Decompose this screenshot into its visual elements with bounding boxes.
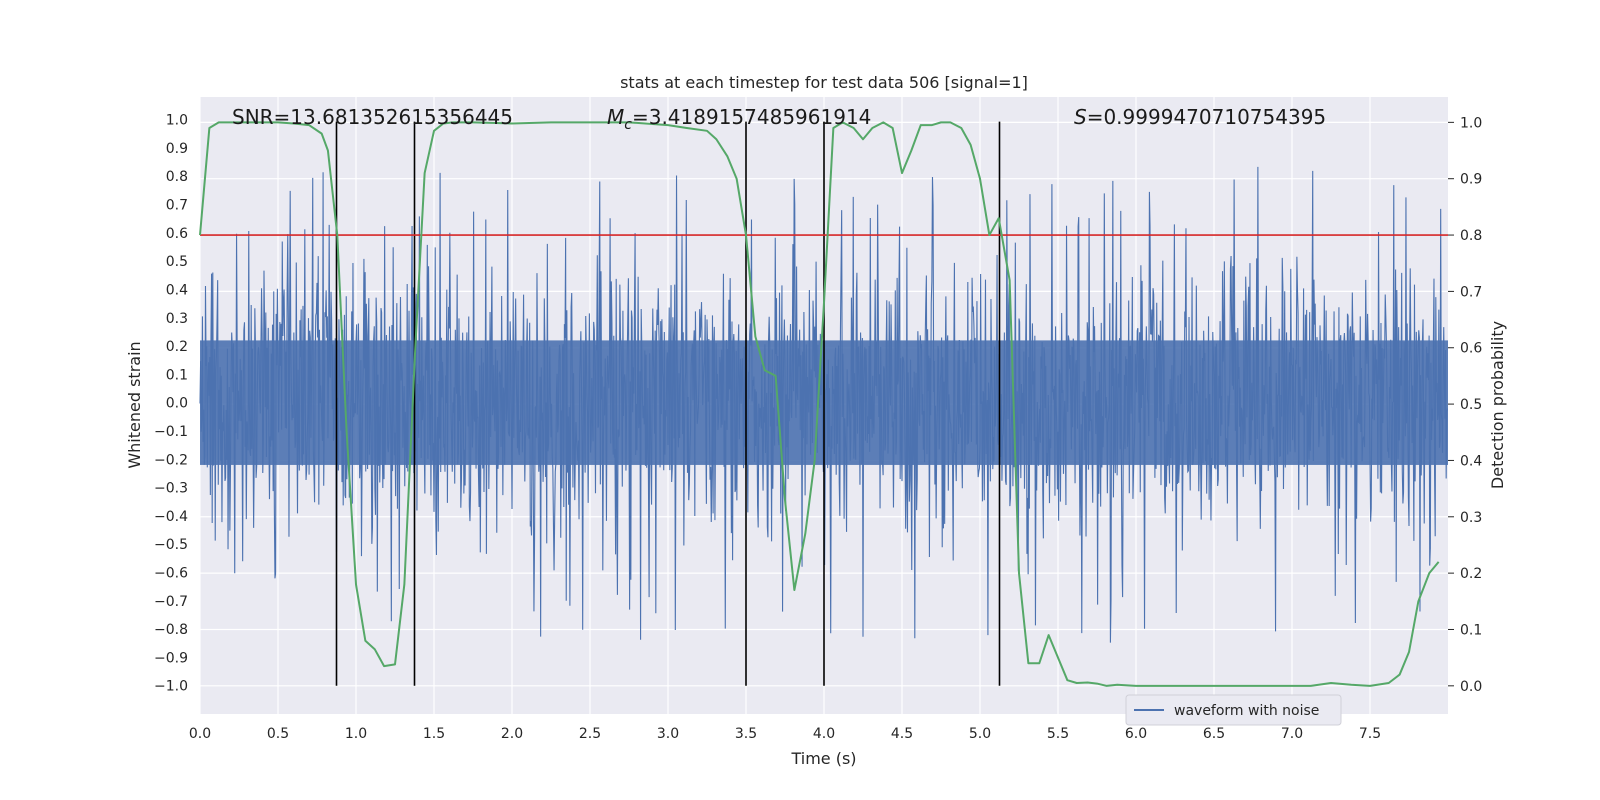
- x-tick-label: 0.0: [189, 726, 211, 742]
- x-tick-label: 3.5: [735, 726, 757, 742]
- tick-labels: 0.0 0.5 1.0 1.5 2.0 2.5 3.0 3.5 4.0 4.5 5.0 5.5 6.0 6…: [154, 113, 1482, 742]
- y-left-tick-label: −0.2: [154, 452, 188, 468]
- x-tick-label: 4.0: [813, 726, 835, 742]
- score-symbol: S: [1074, 105, 1087, 129]
- chirp-mass-symbol: M: [607, 105, 624, 129]
- y-right-tick-label: 1.0: [1460, 115, 1482, 131]
- chirp-mass-value: =3.4189157485961914: [632, 105, 871, 129]
- x-tick-label: 7.5: [1359, 726, 1381, 742]
- snr-annotation: SNR=13.681352615356445: [232, 105, 513, 129]
- y-left-tick-label: 0.5: [166, 254, 188, 270]
- x-tick-label: 2.0: [501, 726, 523, 742]
- vertical-markers: [335, 121, 1001, 686]
- chart-title: stats at each timestep for test data 506…: [620, 73, 1028, 92]
- y-left-tick-label: −0.3: [154, 481, 188, 497]
- x-tick-label: 4.5: [891, 726, 913, 742]
- legend-label: waveform with noise: [1174, 703, 1319, 719]
- y-left-tick-label: −0.6: [154, 565, 188, 581]
- detection-probability-series: [199, 121, 1440, 687]
- y-right-tick-label: 0.5: [1460, 397, 1482, 413]
- x-tick-label: 1.5: [423, 726, 445, 742]
- y-left-tick-label: 0.6: [166, 226, 188, 242]
- y-left-tick-label: −0.7: [154, 594, 188, 610]
- legend-box: [1125, 694, 1342, 726]
- legend: waveform with noise: [1125, 694, 1342, 726]
- y-left-tick-label: −0.9: [154, 650, 188, 666]
- x-tick-label: 5.0: [969, 726, 991, 742]
- y-left-tick-label: 0.7: [166, 198, 188, 214]
- x-tick-label: 5.5: [1047, 726, 1069, 742]
- y-right-tick-label: 0.1: [1460, 622, 1482, 638]
- x-tick-label: 6.5: [1203, 726, 1225, 742]
- x-tick-label: 6.0: [1125, 726, 1147, 742]
- y-left-tick-label: −0.1: [154, 424, 188, 440]
- y-right-tick-label: 0.3: [1460, 510, 1482, 526]
- y-right-tick-label: 0.6: [1460, 341, 1482, 357]
- y-right-tick-label: 0.0: [1460, 679, 1482, 695]
- x-tick-label: 3.0: [657, 726, 679, 742]
- y-left-tick-label: 0.8: [166, 169, 188, 185]
- y-right-tick-label: 0.9: [1460, 172, 1482, 188]
- chirp-mass-annotation: Mc=3.4189157485961914: [607, 105, 871, 133]
- y-left-tick-label: −0.4: [154, 509, 188, 525]
- y-left-tick-label: −0.5: [154, 537, 188, 553]
- y-axis-left-label: Whitened strain: [125, 341, 144, 468]
- y-left-tick-label: 0.0: [166, 396, 188, 412]
- y-right-tick-label: 0.2: [1460, 566, 1482, 582]
- y-left-tick-label: −1.0: [154, 679, 188, 695]
- y-left-tick-label: 0.9: [166, 141, 188, 157]
- y-left-tick-label: 0.4: [166, 282, 188, 298]
- score-value: =0.9999470710754395: [1087, 105, 1326, 129]
- x-tick-label: 1.0: [345, 726, 367, 742]
- y-left-tick-label: 1.0: [166, 113, 188, 129]
- x-tick-label: 2.5: [579, 726, 601, 742]
- x-axis-label: Time (s): [790, 749, 856, 768]
- y-right-tick-label: 0.7: [1460, 284, 1482, 300]
- y-axis-right-label: Detection probability: [1488, 321, 1507, 489]
- y-left-tick-label: 0.2: [166, 339, 188, 355]
- y-left-tick-label: 0.1: [166, 367, 188, 383]
- x-tick-label: 7.0: [1281, 726, 1303, 742]
- y-right-tick-label: 0.8: [1460, 228, 1482, 244]
- x-tick-label: 0.5: [267, 726, 289, 742]
- score-annotation: S=0.9999470710754395: [1074, 105, 1326, 129]
- y-left-tick-label: −0.8: [154, 622, 188, 638]
- detection-probability-line: [199, 121, 1440, 687]
- y-left-tick-label: 0.3: [166, 311, 188, 327]
- y-right-tick-label: 0.4: [1460, 453, 1482, 469]
- chirp-mass-subscript: c: [624, 117, 632, 133]
